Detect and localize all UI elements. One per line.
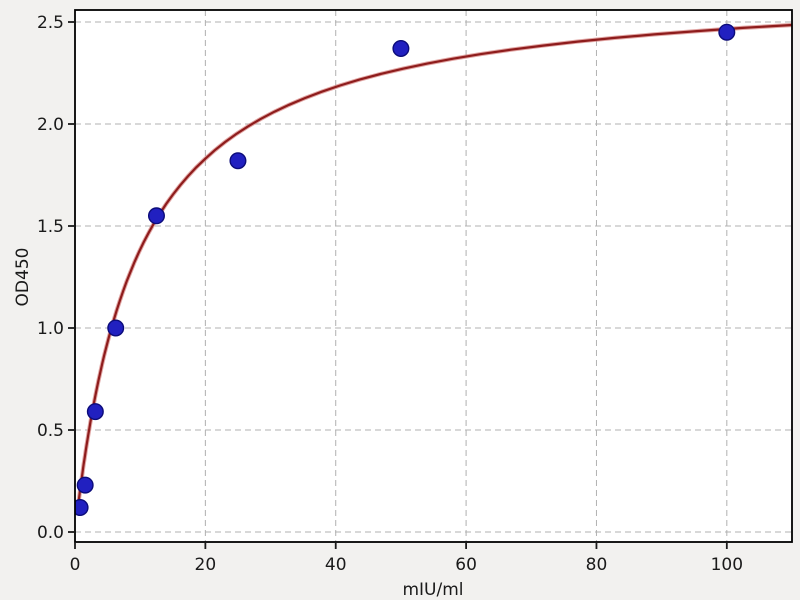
x-tick-label-80: 80	[586, 555, 608, 575]
y-axis-label: OD450	[13, 248, 33, 307]
data-point-3.12	[86, 403, 104, 421]
data-point-6.25	[107, 319, 125, 337]
data-point-1.56	[76, 476, 94, 494]
data-point-25	[229, 152, 247, 170]
data-point-50	[392, 40, 410, 58]
y-tick-label-1: 1.0	[37, 319, 64, 339]
x-tick-label-40: 40	[325, 555, 347, 575]
x-tick-label-0: 0	[70, 555, 81, 575]
x-tick-label-100: 100	[711, 555, 743, 575]
plot-border	[74, 9, 793, 543]
y-tick-label-0.5: 0.5	[37, 421, 64, 441]
y-tick-label-1.5: 1.5	[37, 217, 64, 237]
plot-area	[75, 10, 792, 542]
x-tick-label-60: 60	[455, 555, 477, 575]
x-tick-label-20: 20	[195, 555, 217, 575]
data-point-0.78	[75, 499, 89, 517]
x-axis-label: mIU/ml	[402, 580, 463, 600]
data-point-12.5	[147, 207, 165, 225]
y-tick-label-2.5: 2.5	[37, 13, 64, 33]
data-point-100	[718, 23, 736, 41]
y-tick-label-2: 2.0	[37, 115, 64, 135]
y-tick-label-0: 0.0	[37, 523, 64, 543]
